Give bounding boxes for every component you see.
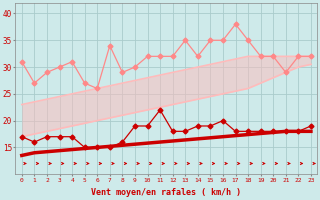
X-axis label: Vent moyen/en rafales ( km/h ): Vent moyen/en rafales ( km/h ) xyxy=(92,188,241,197)
